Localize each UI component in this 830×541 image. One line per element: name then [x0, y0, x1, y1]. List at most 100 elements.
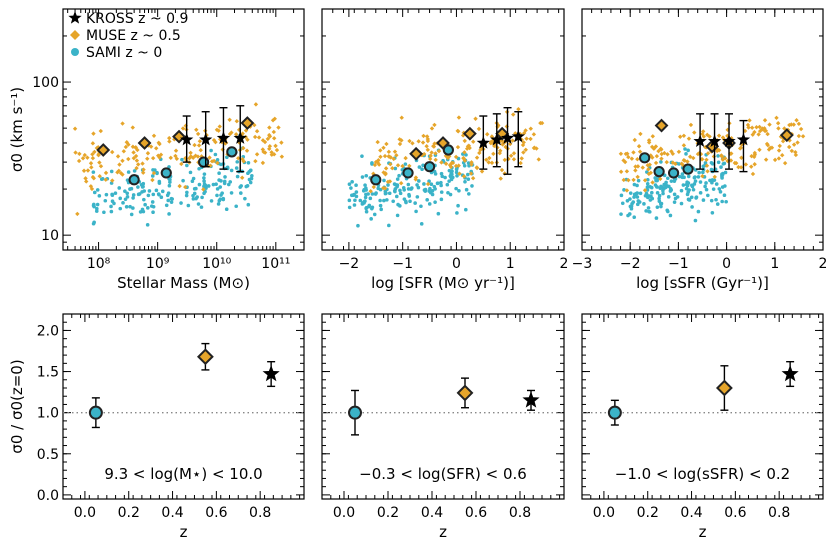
muse-point — [110, 178, 115, 183]
muse-point — [103, 170, 109, 176]
muse-point — [662, 150, 667, 156]
sami-point — [706, 193, 710, 198]
sami-point — [223, 175, 227, 179]
muse-point — [756, 132, 761, 137]
muse-point — [653, 160, 659, 166]
sami-point — [226, 182, 231, 187]
muse-point — [506, 156, 511, 162]
sami-point — [364, 173, 369, 178]
sami-point — [347, 198, 352, 203]
muse-point — [700, 173, 705, 179]
sami-point — [392, 182, 397, 186]
muse-point — [274, 147, 280, 153]
muse-point — [752, 129, 757, 135]
muse-point — [484, 157, 489, 162]
sami-point — [423, 187, 428, 192]
sami-point — [191, 197, 196, 201]
muse-point — [523, 128, 528, 133]
sami-point — [199, 205, 204, 209]
muse-point — [90, 174, 96, 180]
muse-point — [172, 137, 177, 142]
muse-point — [743, 162, 749, 167]
sami-point — [682, 175, 686, 180]
sami-point — [415, 183, 419, 187]
sami-point — [229, 191, 234, 195]
y-tick-label: 1.0 — [37, 406, 59, 422]
muse-point — [239, 175, 245, 180]
muse-point — [791, 122, 796, 127]
muse-point — [479, 169, 485, 174]
sami-point — [181, 178, 185, 183]
y-tick-label: 100 — [32, 75, 59, 91]
muse-point — [635, 157, 640, 162]
muse-point — [439, 160, 444, 165]
sami-point — [103, 198, 108, 203]
sami-point — [397, 173, 401, 178]
muse-point — [253, 102, 259, 107]
muse-point — [76, 158, 82, 164]
muse-point — [156, 140, 161, 145]
scatter-cloud — [347, 106, 545, 228]
sami-point — [196, 202, 201, 206]
muse-binned-marker — [779, 128, 794, 143]
sami-point — [427, 202, 432, 206]
sami-point — [160, 189, 165, 194]
muse-point — [383, 172, 388, 177]
muse-point — [432, 141, 437, 146]
muse-point — [523, 147, 528, 152]
muse-point — [174, 156, 180, 162]
sami-point — [429, 182, 434, 187]
sami-point — [673, 196, 678, 201]
sami-point — [363, 183, 367, 187]
muse-point — [492, 143, 497, 149]
sami-point — [439, 183, 443, 188]
muse-point — [131, 150, 136, 155]
sami-point — [372, 212, 377, 217]
muse-point — [124, 140, 130, 145]
muse-point — [197, 139, 203, 144]
muse-point — [485, 132, 490, 137]
muse-point — [398, 181, 404, 186]
muse-point — [233, 132, 239, 137]
muse-point — [618, 169, 624, 174]
muse-point — [502, 157, 507, 163]
muse-point — [131, 155, 137, 161]
sami-point — [697, 170, 701, 175]
muse-point — [633, 164, 638, 169]
sami-point — [693, 218, 698, 223]
sami-point — [704, 187, 709, 192]
sami-binned-marker — [442, 144, 454, 156]
muse-point — [462, 158, 468, 163]
sami-point — [225, 155, 229, 160]
sami-point — [448, 192, 453, 197]
sami-point — [110, 193, 115, 198]
sami-point — [142, 197, 146, 202]
muse-point — [670, 151, 676, 157]
sami-point — [125, 178, 130, 182]
muse-point — [420, 140, 426, 145]
sami-point — [645, 182, 650, 186]
sami-point — [698, 180, 703, 184]
sami-point — [672, 192, 677, 197]
muse-point — [432, 122, 437, 128]
muse-point — [665, 152, 670, 157]
sami-point — [206, 184, 211, 188]
kross-star-marker — [233, 131, 247, 144]
muse-binned-marker — [172, 129, 186, 144]
muse-point — [698, 151, 704, 157]
muse-point — [793, 149, 798, 155]
sami-point — [95, 206, 99, 211]
muse-point — [269, 150, 274, 155]
sami-point — [216, 202, 221, 206]
muse-point — [134, 158, 140, 163]
sami-point — [363, 195, 368, 200]
muse-point — [538, 120, 543, 126]
sami-point — [622, 188, 626, 192]
sami-point — [684, 186, 689, 191]
sami-point — [167, 183, 172, 188]
muse-point — [510, 138, 515, 143]
sami-point — [151, 192, 156, 197]
sami-point — [129, 186, 134, 191]
muse-point — [436, 148, 442, 154]
